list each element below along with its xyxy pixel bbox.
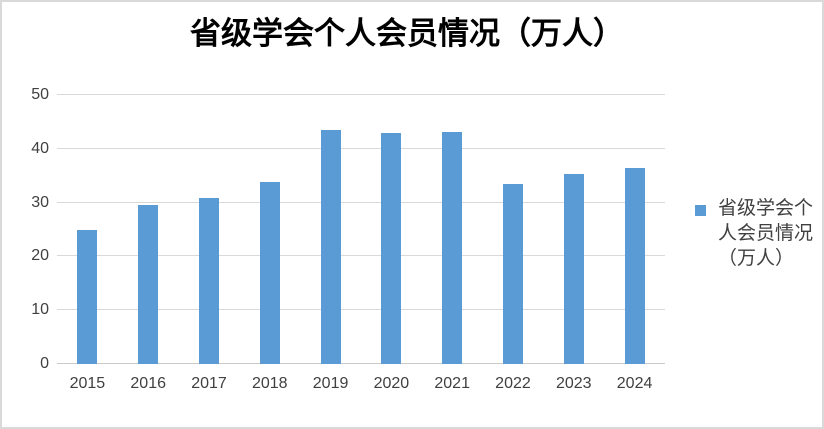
bar-slot-2021 xyxy=(422,95,483,364)
x-tick-label-2022: 2022 xyxy=(495,375,531,392)
gridline-50 xyxy=(57,94,665,95)
bar-2021 xyxy=(442,131,463,364)
gridline-10 xyxy=(57,309,665,311)
legend: 省级学会个 人会员情况 （万人） xyxy=(693,196,815,271)
bar-slot-2020 xyxy=(361,95,422,364)
y-tick-label-40: 40 xyxy=(31,139,49,157)
gridline-0 xyxy=(57,363,665,364)
bar-2017 xyxy=(198,198,219,364)
legend-swatch xyxy=(695,205,706,216)
gridline-40 xyxy=(57,147,665,149)
bar-slot-2022 xyxy=(483,95,544,364)
bar-slot-2024 xyxy=(604,95,665,364)
bar-slot-2019 xyxy=(300,95,361,364)
bar-series xyxy=(57,95,665,364)
x-tick-label-2021: 2021 xyxy=(434,375,470,392)
chart-title: 省级学会个人会员情况（万人） xyxy=(190,16,624,51)
gridline-20 xyxy=(57,255,665,257)
bar-2023 xyxy=(563,174,584,364)
bar-2015 xyxy=(77,229,98,364)
bar-2022 xyxy=(502,183,523,364)
legend-label-line2: 人会员情况 xyxy=(718,223,814,244)
y-tick-label-10: 10 xyxy=(31,301,49,319)
x-tick-label-2023: 2023 xyxy=(555,375,592,392)
legend-label: 省级学会个 人会员情况 （万人） xyxy=(718,196,815,271)
plot-area xyxy=(57,94,665,364)
bar-2019 xyxy=(320,129,341,364)
legend-label-line1: 省级学会个 xyxy=(718,198,814,219)
x-tick-label-2017: 2017 xyxy=(191,375,227,392)
y-tick-label-50: 50 xyxy=(31,86,49,103)
bar-slot-2023 xyxy=(543,95,604,364)
bar-2016 xyxy=(138,204,159,364)
y-tick-label-20: 20 xyxy=(31,247,49,265)
x-tick-label-2018: 2018 xyxy=(251,375,288,392)
bar-slot-2018 xyxy=(239,95,300,364)
x-tick-label-2016: 2016 xyxy=(130,375,166,392)
x-tick-label-2019: 2019 xyxy=(312,375,349,392)
legend-label-line3: （万人） xyxy=(718,248,795,269)
x-tick-label-2020: 2020 xyxy=(373,375,410,392)
y-tick-label-30: 30 xyxy=(31,193,49,211)
gridline-30 xyxy=(57,201,665,203)
x-tick-label-2015: 2015 xyxy=(69,375,106,392)
bar-2020 xyxy=(381,132,402,364)
x-axis: 2015 2016 2017 2018 2019 2020 2021 2022 2023 2024 xyxy=(57,374,665,394)
y-tick-label-0: 0 xyxy=(40,355,49,372)
x-tick-label-2024: 2024 xyxy=(616,375,653,392)
bar-slot-2015 xyxy=(57,95,118,364)
bar-slot-2017 xyxy=(179,95,240,364)
bar-2018 xyxy=(259,181,280,364)
y-axis: 0 10 20 30 40 50 xyxy=(2,87,49,372)
bar-slot-2016 xyxy=(118,95,179,364)
bar-2024 xyxy=(624,167,645,364)
